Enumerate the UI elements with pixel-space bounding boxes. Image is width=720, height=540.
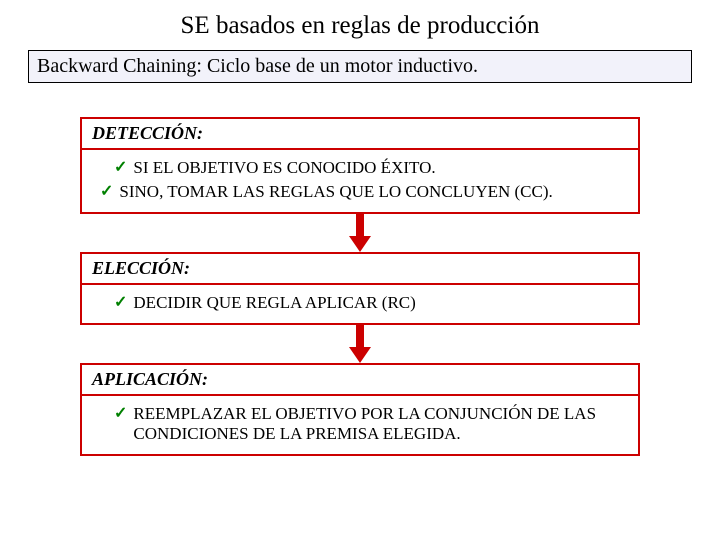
bullet-text: SINO, TOMAR LAS REGLAS QUE LO CONCLUYEN … bbox=[119, 182, 552, 202]
check-icon: ✓ bbox=[114, 158, 127, 178]
section-eleccion: ELECCIÓN: ✓ DECIDIR QUE REGLA APLICAR (R… bbox=[80, 252, 640, 325]
arrow-down bbox=[80, 214, 640, 252]
section-aplicacion: APLICACIÓN: ✓ REEMPLAZAR EL OBJETIVO POR… bbox=[80, 363, 640, 456]
bullet-line: ✓ SI EL OBJETIVO ES CONOCIDO ÉXITO. bbox=[92, 156, 628, 180]
check-icon: ✓ bbox=[100, 182, 113, 202]
subtitle-bar: Backward Chaining: Ciclo base de un moto… bbox=[28, 50, 692, 83]
section-body: ✓ DECIDIR QUE REGLA APLICAR (RC) bbox=[82, 285, 638, 323]
section-head: APLICACIÓN: bbox=[82, 365, 638, 396]
section-head: ELECCIÓN: bbox=[82, 254, 638, 285]
bullet-line: ✓ REEMPLAZAR EL OBJETIVO POR LA CONJUNCI… bbox=[92, 402, 628, 446]
arrow-down-icon bbox=[349, 214, 371, 252]
section-body: ✓ REEMPLAZAR EL OBJETIVO POR LA CONJUNCI… bbox=[82, 396, 638, 454]
arrow-down-icon bbox=[349, 325, 371, 363]
section-body: ✓ SI EL OBJETIVO ES CONOCIDO ÉXITO. ✓ SI… bbox=[82, 150, 638, 212]
section-head: DETECCIÓN: bbox=[82, 119, 638, 150]
arrow-down bbox=[80, 325, 640, 363]
bullet-text: SI EL OBJETIVO ES CONOCIDO ÉXITO. bbox=[133, 158, 435, 178]
section-deteccion: DETECCIÓN: ✓ SI EL OBJETIVO ES CONOCIDO … bbox=[80, 117, 640, 214]
bullet-line: ✓ SINO, TOMAR LAS REGLAS QUE LO CONCLUYE… bbox=[92, 180, 628, 204]
check-icon: ✓ bbox=[114, 404, 127, 424]
check-icon: ✓ bbox=[114, 293, 127, 313]
bullet-text: DECIDIR QUE REGLA APLICAR (RC) bbox=[133, 293, 415, 313]
bullet-text: REEMPLAZAR EL OBJETIVO POR LA CONJUNCIÓN… bbox=[133, 404, 628, 444]
page-title: SE basados en reglas de producción bbox=[0, 0, 720, 50]
bullet-line: ✓ DECIDIR QUE REGLA APLICAR (RC) bbox=[92, 291, 628, 315]
